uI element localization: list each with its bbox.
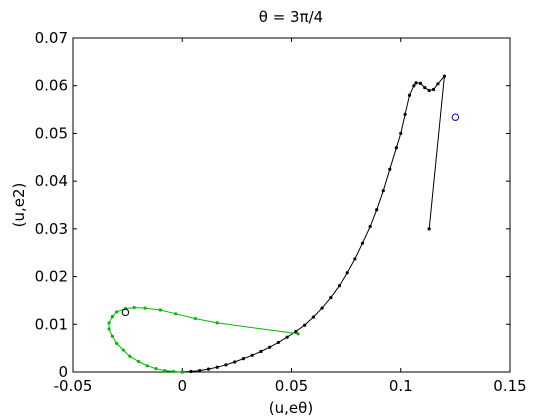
x-tick-label: 0.05 bbox=[275, 377, 308, 395]
series-1-point bbox=[403, 112, 407, 116]
series-1-point bbox=[427, 88, 431, 93]
series-2-point bbox=[121, 348, 125, 352]
series-1-point bbox=[276, 340, 280, 345]
y-tick-label: 0 bbox=[58, 363, 68, 381]
series-1-point bbox=[311, 315, 315, 319]
series-2-point bbox=[110, 315, 114, 319]
series-2-point bbox=[136, 359, 141, 364]
series-2-point bbox=[143, 306, 147, 310]
series-1-point bbox=[431, 87, 436, 92]
series-2-point bbox=[215, 321, 219, 325]
y-tick-label: 0.04 bbox=[35, 172, 68, 190]
series-2-point bbox=[128, 354, 132, 358]
x-tick-label: 0 bbox=[177, 377, 187, 395]
series-2-point bbox=[132, 305, 136, 310]
y-axis-label: (u,e2) bbox=[10, 183, 28, 228]
series-1-point bbox=[381, 189, 385, 193]
y-tick-label: 0.03 bbox=[35, 220, 68, 238]
series-1-point bbox=[303, 323, 307, 327]
x-axis-label: (u,eθ) bbox=[269, 399, 313, 417]
series-1-point bbox=[427, 227, 431, 231]
series-2-point bbox=[115, 310, 119, 314]
series-2-point bbox=[171, 369, 176, 374]
series-2-line bbox=[108, 307, 299, 373]
x-tick-label: 0.1 bbox=[389, 377, 413, 395]
axis-ticks: -0.05 0 0.05 0.1 0.1500.010.020.030.040.050.… bbox=[35, 29, 527, 395]
series-1-point bbox=[337, 284, 342, 288]
circle-marker bbox=[451, 113, 460, 121]
series-1-point bbox=[442, 74, 447, 78]
series-1-point bbox=[329, 295, 333, 300]
series-1-point bbox=[206, 367, 211, 371]
series-layer bbox=[107, 74, 447, 374]
series-1-point bbox=[423, 86, 427, 90]
series-2-point bbox=[163, 368, 167, 373]
y-tick-label: 0.07 bbox=[35, 29, 68, 47]
series-1-point bbox=[285, 335, 289, 339]
series-1-point bbox=[198, 368, 202, 373]
series-1-point bbox=[368, 224, 372, 229]
series-2-point bbox=[158, 308, 162, 312]
series-1-point bbox=[360, 241, 365, 245]
series-1-point bbox=[250, 353, 254, 357]
series-1-point bbox=[418, 81, 423, 85]
series-2-point bbox=[145, 364, 149, 368]
circle-marker bbox=[121, 308, 130, 317]
series-2-point bbox=[110, 334, 114, 338]
series-2-point bbox=[180, 370, 184, 374]
series-1-point bbox=[241, 357, 246, 361]
series-1-point bbox=[414, 81, 418, 85]
series-2-point bbox=[115, 341, 119, 345]
series-1-point bbox=[224, 363, 228, 367]
series-1-point bbox=[233, 360, 237, 364]
series-2-point bbox=[107, 327, 111, 331]
x-tick-label: 0.15 bbox=[493, 377, 526, 395]
series-1-point bbox=[399, 131, 403, 136]
series-1-point bbox=[394, 146, 398, 150]
y-tick-label: 0.02 bbox=[35, 268, 68, 286]
series-1-point bbox=[259, 349, 263, 354]
series-1-point bbox=[353, 257, 357, 261]
series-1-point bbox=[412, 84, 416, 88]
series-2-point bbox=[174, 312, 178, 316]
series-1-point bbox=[294, 329, 298, 334]
series-1-point bbox=[407, 93, 412, 97]
series-2-point bbox=[296, 332, 300, 336]
series-1-point bbox=[268, 345, 272, 349]
series-1-point bbox=[345, 271, 349, 275]
x-tick-label: -0.05 bbox=[54, 377, 93, 395]
series-2-point bbox=[107, 321, 111, 325]
series-1-point bbox=[388, 167, 392, 171]
y-tick-label: 0.06 bbox=[35, 77, 68, 95]
chart-title: θ = 3π/4 bbox=[259, 8, 323, 26]
marker-layer bbox=[121, 113, 460, 317]
series-1-point bbox=[189, 369, 193, 374]
series-1-point bbox=[436, 82, 440, 86]
series-2-point bbox=[154, 367, 158, 371]
series-1-point bbox=[375, 208, 379, 212]
y-tick-label: 0.05 bbox=[35, 124, 68, 142]
plot-area bbox=[72, 37, 511, 373]
series-1-point bbox=[215, 365, 219, 369]
y-tick-label: 0.01 bbox=[35, 315, 68, 333]
series-1-point bbox=[320, 306, 324, 310]
series-2-point bbox=[193, 316, 197, 321]
